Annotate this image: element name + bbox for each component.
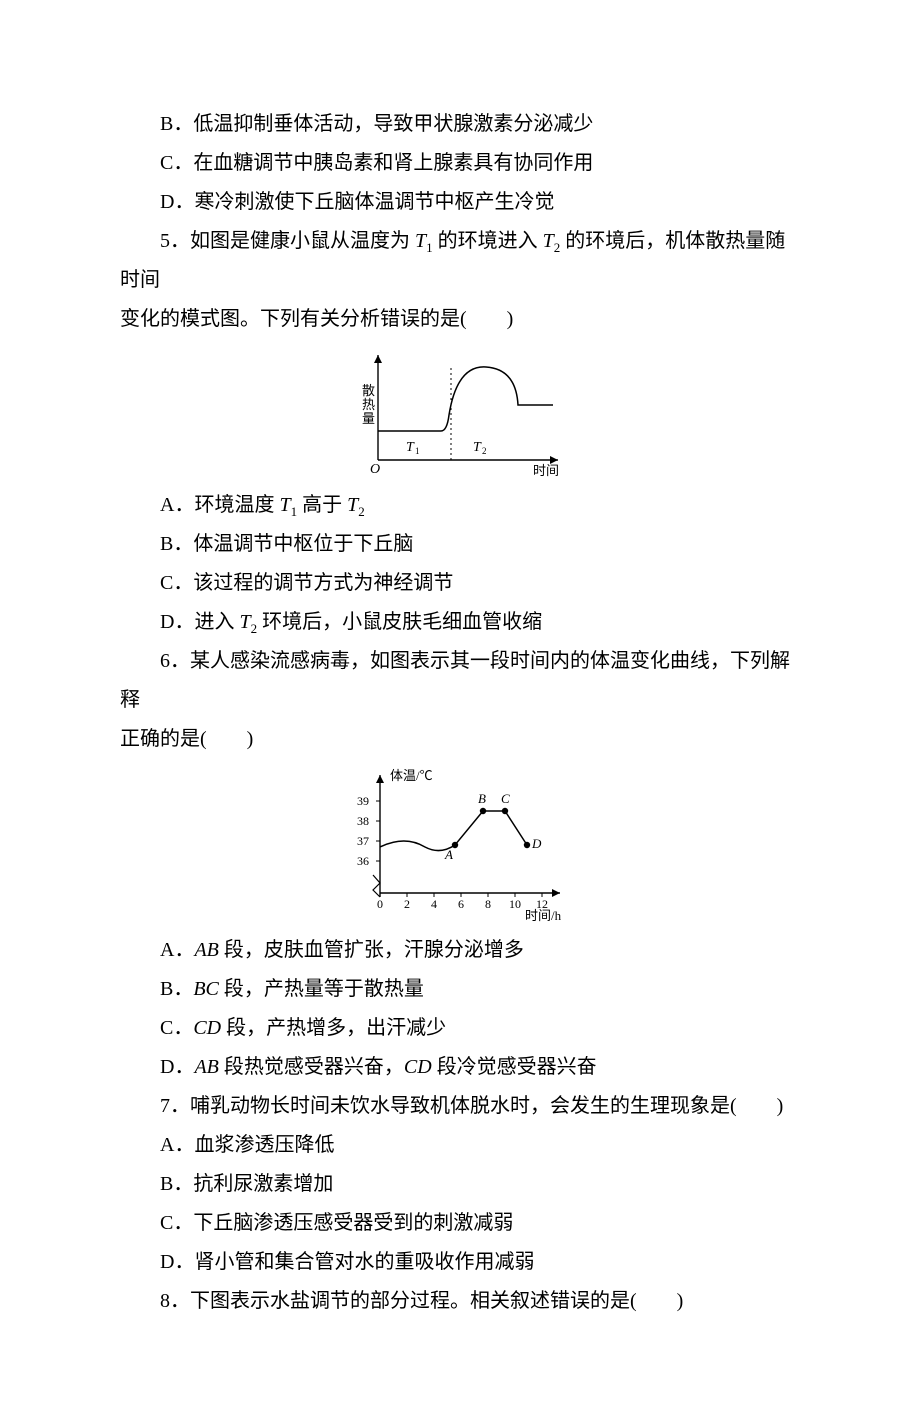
q6d2: AB (194, 1056, 218, 1078)
q5-t1: T (415, 230, 426, 252)
q7-option-c: C．下丘脑渗透压感受器受到的刺激减弱 (120, 1204, 790, 1243)
q6a1: A． (160, 939, 194, 961)
q5a-t2s: 2 (358, 504, 365, 519)
q7-option-b: B．抗利尿激素增加 (120, 1165, 790, 1204)
q6d5: 段冷觉感受器兴奋 (432, 1056, 597, 1078)
q5-xlabel: 时间 (533, 463, 559, 478)
y39: 39 (357, 794, 369, 808)
q6b1: B． (160, 978, 193, 1000)
q6d4: CD (404, 1056, 432, 1078)
q5-fig-t2: T (473, 440, 482, 455)
q5-figure-wrap: 散热量 O T 1 T 2 时间 (120, 345, 790, 480)
q5-chart: 散热量 O T 1 T 2 时间 (338, 345, 573, 480)
q6-chart: 体温/℃ 时间/h 39 38 37 36 0 2 4 6 8 10 12 A … (335, 765, 575, 925)
q5-option-c: C．该过程的调节方式为神经调节 (120, 564, 790, 603)
q6c1: C． (160, 1017, 193, 1039)
q5-intro-line2: 变化的模式图。下列有关分析错误的是( ) (120, 300, 790, 339)
q6d1: D． (160, 1056, 194, 1078)
y38: 38 (357, 814, 369, 828)
x8: 8 (485, 897, 491, 911)
q5-ylabel: 散热量 (362, 383, 375, 426)
q5-fig-t1: T (406, 440, 415, 455)
q6-intro-line2: 正确的是( ) (120, 720, 790, 759)
q5a-2: 高于 (297, 494, 347, 516)
x4: 4 (431, 897, 437, 911)
x10: 10 (509, 897, 521, 911)
q6c2: CD (193, 1017, 221, 1039)
q6-option-a: A．AB 段，皮肤血管扩张，汗腺分泌增多 (120, 931, 790, 970)
q7-option-a: A．血浆渗透压降低 (120, 1126, 790, 1165)
q5-origin: O (370, 462, 380, 477)
q6d3: 段热觉感受器兴奋， (219, 1056, 404, 1078)
q6-option-b: B．BC 段，产热量等于散热量 (120, 970, 790, 1009)
q6-option-d: D．AB 段热觉感受器兴奋，CD 段冷觉感受器兴奋 (120, 1048, 790, 1087)
ptA: A (444, 847, 453, 862)
q6c3: 段，产热增多，出汗减少 (221, 1017, 446, 1039)
q5-fig-t1s: 1 (415, 446, 420, 456)
ptC: C (501, 791, 510, 806)
x6: 6 (458, 897, 464, 911)
q5-intro-line1: 5．如图是健康小鼠从温度为 T1 的环境进入 T2 的环境后，机体散热量随时间 (120, 222, 790, 300)
q5-intro-a: 5．如图是健康小鼠从温度为 (160, 230, 415, 252)
q5a-t2: T (347, 494, 358, 516)
x2: 2 (404, 897, 410, 911)
q5-option-d: D．进入 T2 环境后，小鼠皮肤毛细血管收缩 (120, 603, 790, 642)
q5d-1: D．进入 (160, 611, 239, 633)
q5-intro-b: 的环境进入 (433, 230, 543, 252)
q7-intro: 7．哺乳动物长时间未饮水导致机体脱水时，会发生的生理现象是( ) (120, 1087, 790, 1126)
q6b3: 段，产热量等于散热量 (219, 978, 424, 1000)
q6b2: BC (193, 978, 219, 1000)
q5-option-a: A．环境温度 T1 高于 T2 (120, 486, 790, 525)
q5a-t1: T (279, 494, 290, 516)
x0: 0 (377, 897, 383, 911)
q5-t2: T (543, 230, 554, 252)
q5a-1: A．环境温度 (160, 494, 279, 516)
q6-ylabel: 体温/℃ (390, 768, 433, 783)
q4-option-b: B．低温抑制垂体活动，导致甲状腺激素分泌减少 (120, 105, 790, 144)
q6a2: AB (194, 939, 218, 961)
q6-figure-wrap: 体温/℃ 时间/h 39 38 37 36 0 2 4 6 8 10 12 A … (120, 765, 790, 925)
y37: 37 (357, 834, 369, 848)
ptB: B (478, 791, 486, 806)
q5d-2: 环境后，小鼠皮肤毛细血管收缩 (257, 611, 542, 633)
y36: 36 (357, 854, 369, 868)
q4-option-d: D．寒冷刺激使下丘脑体温调节中枢产生冷觉 (120, 183, 790, 222)
q5-fig-t2s: 2 (482, 446, 487, 456)
q6a3: 段，皮肤血管扩张，汗腺分泌增多 (219, 939, 524, 961)
q6-intro-line1: 6．某人感染流感病毒，如图表示其一段时间内的体温变化曲线，下列解释 (120, 642, 790, 720)
x12: 12 (536, 897, 548, 911)
q7-option-d: D．肾小管和集合管对水的重吸收作用减弱 (120, 1243, 790, 1282)
q5d-t2: T (239, 611, 250, 633)
q4-option-c: C．在血糖调节中胰岛素和肾上腺素具有协同作用 (120, 144, 790, 183)
ptD: D (531, 836, 542, 851)
q5-option-b: B．体温调节中枢位于下丘脑 (120, 525, 790, 564)
q6-option-c: C．CD 段，产热增多，出汗减少 (120, 1009, 790, 1048)
